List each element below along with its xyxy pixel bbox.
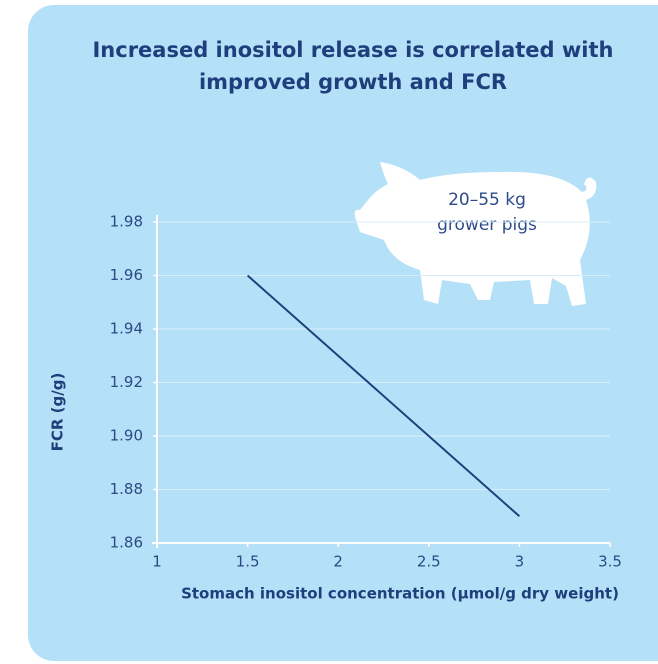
x-tick-label: 2.5 (417, 553, 441, 571)
data-line (246, 274, 521, 517)
x-axis-label: Stomach inositol concentration (µmol/g d… (181, 585, 619, 603)
y-tick-label: 1.86 (110, 534, 143, 552)
annotation: 20–55 kg (448, 190, 526, 210)
pig-illustration (354, 162, 597, 306)
y-tick-label: 1.94 (110, 320, 143, 338)
x-tick-label: 3 (515, 553, 525, 571)
x-tick-label: 1.5 (236, 553, 260, 571)
y-axis-label: FCR (g/g) (49, 373, 67, 452)
y-tick-label: 1.90 (110, 427, 143, 445)
x-tick-label: 2 (333, 553, 343, 571)
x-tick-label: 1 (152, 553, 162, 571)
y-tick-label: 1.88 (110, 480, 143, 498)
y-tick-label: 1.92 (110, 373, 143, 391)
x-tick-label: 3.5 (598, 553, 622, 571)
y-tick-label: 1.96 (110, 266, 143, 284)
card (28, 5, 658, 661)
chart-title: Increased inositol release is correlated… (92, 38, 614, 94)
y-tick-label: 1.98 (110, 213, 143, 231)
annotation: grower pigs (437, 215, 537, 235)
